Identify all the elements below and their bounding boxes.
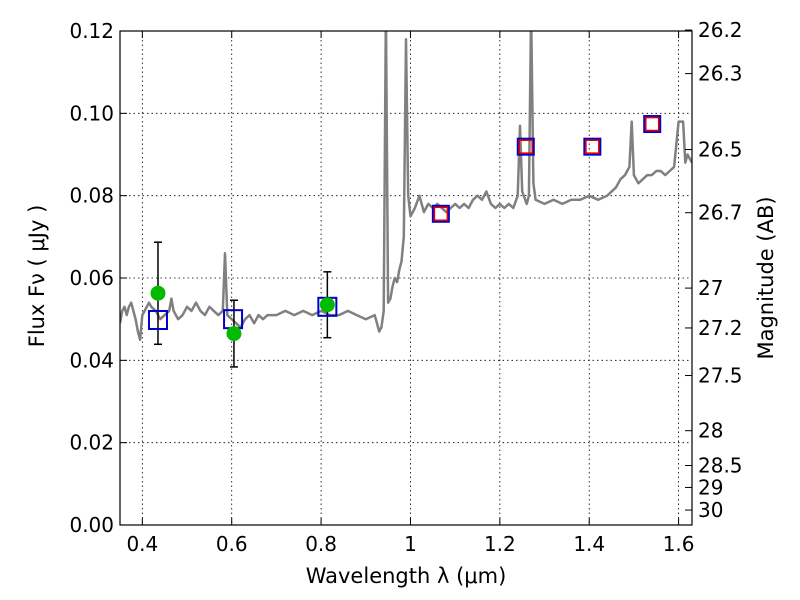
- y2-tick-label: 27.5: [698, 364, 743, 388]
- y2-tick-label: 28.5: [698, 453, 743, 477]
- y-tick-label: 0.06: [69, 266, 114, 290]
- y-tick-label: 0.12: [69, 19, 114, 43]
- x-axis-label: Wavelength λ (μm): [306, 564, 507, 588]
- y-tick-label: 0.08: [69, 184, 114, 208]
- model-flux-square: [643, 115, 662, 134]
- ir-flux-square: [433, 206, 449, 222]
- y2-tick-label: 26.2: [698, 18, 743, 42]
- observed-flux-point: [319, 297, 335, 313]
- y-tick-label: 0.02: [69, 431, 114, 455]
- model-flux-square: [516, 137, 535, 156]
- y2-tick-label: 26.7: [698, 201, 743, 225]
- x-tick-label: 0.6: [216, 532, 248, 556]
- photometry-layer: [147, 115, 662, 368]
- x-tick-label: 0.8: [305, 532, 337, 556]
- y-axis-label: Flux Fν ( μJy ): [25, 205, 49, 348]
- y-tick-label: 0.10: [69, 101, 114, 125]
- x-tick-label: 1: [404, 532, 417, 556]
- ir-flux-square: [518, 139, 534, 154]
- y2-tick-label: 26.3: [698, 62, 743, 86]
- y2-tick-label: 26.5: [698, 138, 743, 162]
- spectrum-layer: [120, 31, 692, 342]
- x-tick-label: 1.2: [484, 532, 516, 556]
- y-tick-label: 0.04: [69, 348, 114, 372]
- model-flux-square: [583, 137, 602, 156]
- y-tick-label: 0.00: [69, 513, 114, 537]
- x-tick-label: 0.4: [126, 532, 158, 556]
- y2-tick-label: 28: [698, 419, 723, 443]
- ir-flux-square: [585, 139, 600, 154]
- spectrum-line: [120, 31, 692, 342]
- y2-tick-label: 29: [698, 475, 723, 499]
- ir-flux-square: [644, 116, 660, 132]
- observed-flux-point: [150, 285, 166, 301]
- y2-axis-label: Magnitude (AB): [754, 196, 778, 359]
- y2-tick-label: 27.2: [698, 316, 743, 340]
- model-flux-square: [431, 204, 450, 223]
- x-tick-label: 1.4: [573, 532, 605, 556]
- axis-ticks: 0.4 0.6 0.8 1 1.2 1.4 1.6 0.00 0.02 0.04 0.06 0.08 0…: [69, 18, 742, 556]
- y2-tick-label: 27: [698, 276, 723, 300]
- x-tick-label: 1.6: [663, 532, 695, 556]
- y2-tick-label: 30: [698, 498, 723, 522]
- model-flux-square: [147, 309, 168, 330]
- observed-flux-point: [226, 326, 242, 342]
